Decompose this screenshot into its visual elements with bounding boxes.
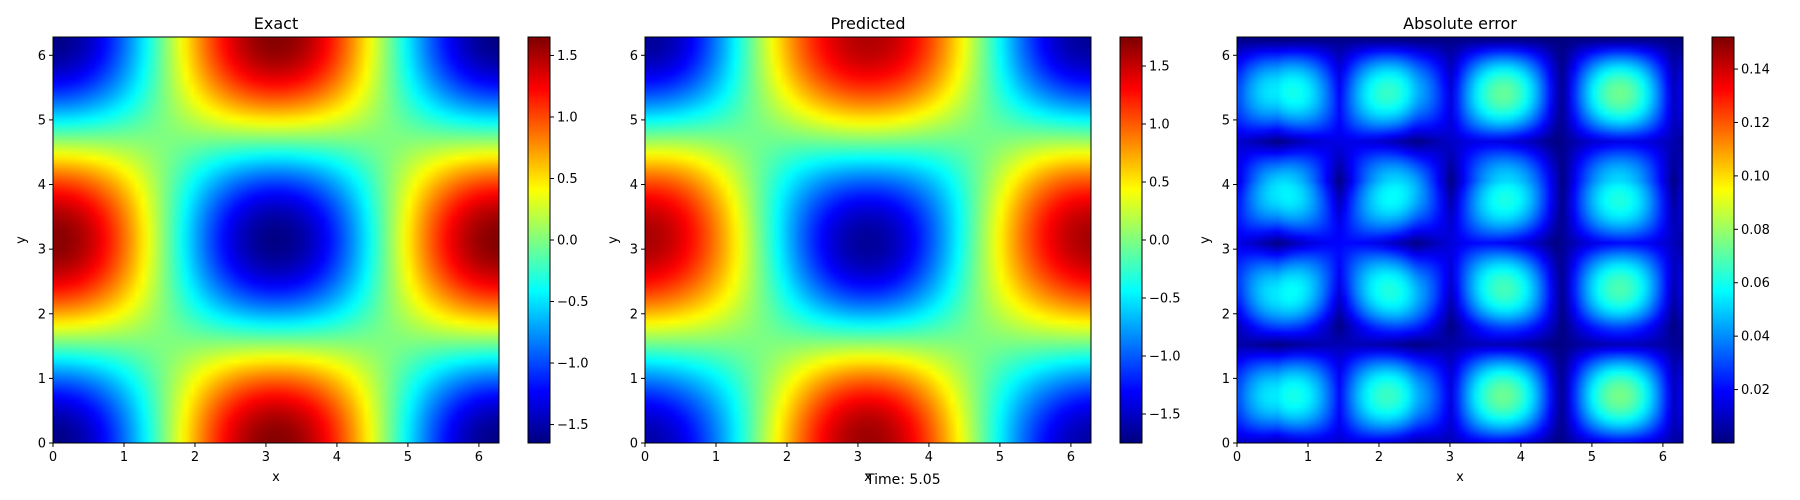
y-tick-label: 0 <box>1222 437 1230 452</box>
colorbar-tick-label: −1.5 <box>1149 408 1181 423</box>
y-tick-label: 0 <box>38 437 46 452</box>
x-tick-label: 4 <box>333 450 341 465</box>
colorbar-tick-label: 0.12 <box>1741 116 1770 131</box>
colorbar-tick-label: 0.5 <box>557 172 578 187</box>
x-tick-label: 1 <box>1304 450 1312 465</box>
colorbar-tick-label: 0.02 <box>1741 383 1770 398</box>
y-tick-label: 5 <box>630 113 638 128</box>
x-tick-label: 6 <box>475 450 483 465</box>
y-tick-label: 2 <box>1222 307 1230 322</box>
y-tick-label: 5 <box>1222 113 1230 128</box>
y-tick-label: 6 <box>38 49 46 64</box>
y-tick-label: 1 <box>38 372 46 387</box>
y-tick-label: 3 <box>630 243 638 258</box>
y-tick-label: 3 <box>38 243 46 258</box>
x-tick-label: 6 <box>1659 450 1667 465</box>
colorbar-tick-label: 0.5 <box>1149 176 1170 191</box>
colorbar-tick-label: 0.0 <box>557 234 578 249</box>
colorbar-gradient <box>1712 37 1734 443</box>
y-axis-label: y <box>606 236 621 244</box>
x-tick-label: 4 <box>1517 450 1525 465</box>
x-tick-label: 1 <box>120 450 128 465</box>
colorbar-tick-label: 0.10 <box>1741 169 1770 184</box>
chart-title: Exact <box>254 14 298 33</box>
y-tick-label: 4 <box>630 178 638 193</box>
y-tick-label: 3 <box>1222 243 1230 258</box>
colorbar-frame <box>1711 36 1735 444</box>
colorbar-tick-label: 1.0 <box>1149 118 1170 133</box>
colorbar-tick-label: 1.5 <box>557 49 578 64</box>
colorbar-tick-label: 0.14 <box>1741 63 1770 78</box>
colorbar: 0.02 0.04 0.06 0.08 0.10 0.12 0.14 <box>1711 36 1770 444</box>
y-axis-label: y <box>1198 236 1213 244</box>
x-tick-label: 2 <box>1375 450 1383 465</box>
axes-frame <box>52 36 500 444</box>
y-tick-label: 6 <box>1222 49 1230 64</box>
heatmap-image <box>1237 37 1683 443</box>
heatmap-image <box>53 37 499 443</box>
x-tick-label: 3 <box>854 450 862 465</box>
x-tick-label: 5 <box>1588 450 1596 465</box>
axes-frame <box>644 36 1092 444</box>
x-tick-label: 2 <box>783 450 791 465</box>
colorbar-tick-label: 1.5 <box>1149 60 1170 75</box>
y-axis-label: y <box>14 236 29 244</box>
y-tick-label: 1 <box>630 372 638 387</box>
x-tick-label: 6 <box>1067 450 1075 465</box>
time-label: Time: 5.05 <box>866 472 941 488</box>
x-axis-label: x <box>864 470 872 485</box>
colorbar-tick-label: 1.0 <box>557 110 578 125</box>
y-tick-label: 5 <box>38 113 46 128</box>
x-tick-label: 3 <box>262 450 270 465</box>
x-tick-label: 5 <box>404 450 412 465</box>
colorbar-tick-label: −1.5 <box>557 418 589 433</box>
y-tick-label: 0 <box>630 437 638 452</box>
colorbar-tick-label: −1.0 <box>557 357 589 372</box>
y-tick-label: 2 <box>630 307 638 322</box>
x-axis-label: x <box>272 470 280 485</box>
x-tick-label: 0 <box>1233 450 1241 465</box>
colorbar-tick-label: 0.04 <box>1741 330 1770 345</box>
y-tick-label: 4 <box>38 178 46 193</box>
panel-1: Exact 0 1 2 3 4 5 6 0 1 2 3 4 5 6 x y −1.5 −1.0 −0.5 0.0 0.5 1… <box>14 14 589 485</box>
colorbar-tick-label: −0.5 <box>557 295 589 310</box>
x-tick-label: 0 <box>641 450 649 465</box>
colorbar-gradient <box>1120 37 1142 443</box>
colorbar-gradient <box>528 37 550 443</box>
colorbar: −1.5 −1.0 −0.5 0.0 0.5 1.0 1.5 <box>527 36 589 444</box>
x-tick-label: 5 <box>996 450 1004 465</box>
x-tick-label: 4 <box>925 450 933 465</box>
heatmap-image <box>645 37 1091 443</box>
x-tick-label: 0 <box>49 450 57 465</box>
x-tick-label: 3 <box>1446 450 1454 465</box>
chart-title: Absolute error <box>1403 14 1517 33</box>
colorbar-tick-label: −0.5 <box>1149 292 1181 307</box>
x-tick-label: 1 <box>712 450 720 465</box>
panel-2: Predicted 0 1 2 3 4 5 6 0 1 2 3 4 5 6 x y −1.5 −1.0 −0.5 0.0… <box>606 14 1181 485</box>
y-tick-label: 2 <box>38 307 46 322</box>
axes-frame <box>1236 36 1684 444</box>
chart-title: Predicted <box>830 14 905 33</box>
y-tick-label: 6 <box>630 49 638 64</box>
y-tick-label: 4 <box>1222 178 1230 193</box>
colorbar-tick-label: 0.08 <box>1741 223 1770 238</box>
y-tick-label: 1 <box>1222 372 1230 387</box>
x-tick-label: 2 <box>191 450 199 465</box>
colorbar-tick-label: 0.0 <box>1149 234 1170 249</box>
x-axis-label: x <box>1456 470 1464 485</box>
colorbar: −1.5 −1.0 −0.5 0.0 0.5 1.0 1.5 <box>1119 36 1181 444</box>
colorbar-tick-label: −1.0 <box>1149 350 1181 365</box>
colorbar-tick-label: 0.06 <box>1741 276 1770 291</box>
